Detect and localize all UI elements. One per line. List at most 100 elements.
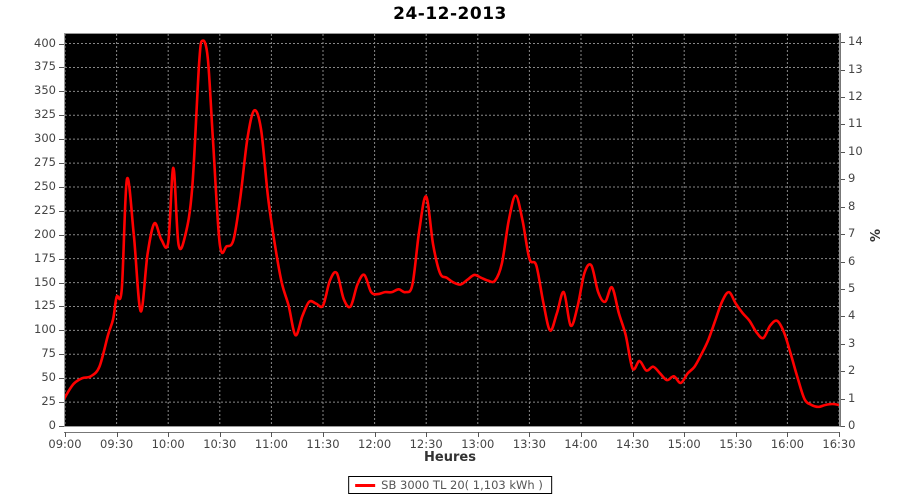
y-tick-mark: [59, 115, 64, 117]
x-tick-mark: [735, 432, 737, 437]
y-right-tick-label: 13: [848, 61, 863, 76]
x-tick-mark: [787, 432, 789, 437]
y-tick-mark: [59, 306, 64, 308]
y-tick-label: 75: [41, 346, 56, 361]
legend-entry-label: SB 3000 TL 20( 1,103 kWh ): [381, 478, 543, 492]
y-tick-mark: [59, 426, 64, 427]
y-tick-mark: [59, 43, 64, 45]
y-tick-mark: [59, 186, 64, 188]
y-tick-label: 350: [34, 83, 56, 98]
y-tick-label: 300: [34, 131, 56, 146]
y-right-tick-label: 8: [848, 198, 856, 213]
series-line-sb3000: [65, 39, 839, 409]
x-tick-label: 13:00: [461, 437, 495, 451]
x-tick-mark: [65, 432, 66, 437]
y-right-tick-mark: [840, 316, 845, 318]
y-right-tick-mark: [840, 42, 845, 44]
right-axis-spine: [840, 33, 841, 427]
x-tick-label: 11:30: [306, 437, 340, 451]
y-right-tick-mark: [840, 343, 845, 345]
x-tick-label: 12:30: [409, 437, 443, 451]
chart-legend: SB 3000 TL 20( 1,103 kWh ): [348, 476, 552, 494]
x-tick-label: 14:00: [564, 437, 598, 451]
y-tick-label: 25: [41, 394, 56, 409]
x-tick-label: 16:30: [822, 437, 856, 451]
y-right-tick-mark: [840, 398, 845, 400]
x-tick-mark: [426, 432, 428, 437]
y-right-tick-label: 14: [848, 34, 863, 49]
chart-title: 24-12-2013: [393, 4, 507, 24]
y-tick-mark: [59, 378, 64, 380]
x-tick-mark: [116, 432, 118, 437]
y-tick-label: 0: [48, 418, 56, 432]
y-tick-label: 325: [34, 107, 56, 122]
plot-area: [64, 33, 840, 427]
y-tick-mark: [59, 163, 64, 165]
y-axis-right-label: %: [869, 228, 885, 243]
x-tick-label: 11:00: [254, 437, 288, 451]
x-tick-label: 16:00: [770, 437, 804, 451]
y-tick-label: 250: [34, 178, 56, 193]
y-right-tick-label: 3: [848, 335, 856, 350]
y-tick-label: 225: [34, 202, 56, 217]
y-right-tick-mark: [840, 371, 845, 373]
y-tick-label: 125: [34, 298, 56, 313]
y-right-tick-mark: [840, 151, 845, 153]
y-right-tick-label: 0: [848, 418, 856, 432]
y-right-tick-label: 10: [848, 143, 863, 158]
gridlines: [65, 34, 839, 426]
y-tick-mark: [59, 210, 64, 212]
x-tick-mark: [271, 432, 273, 437]
y-right-tick-mark: [840, 261, 845, 263]
y-tick-mark: [59, 139, 64, 141]
y-tick-label: 175: [34, 250, 56, 265]
x-tick-mark: [529, 432, 531, 437]
y-right-tick-mark: [840, 234, 845, 236]
y-right-tick-mark: [840, 97, 845, 99]
legend-color-swatch: [355, 483, 376, 487]
y-tick-label: 100: [34, 322, 56, 337]
y-right-tick-label: 6: [848, 253, 856, 268]
y-tick-mark: [59, 402, 64, 404]
y-right-tick-label: 4: [848, 308, 856, 323]
y-tick-mark: [59, 234, 64, 236]
y-right-tick-label: 5: [848, 280, 856, 295]
y-right-tick-label: 9: [848, 171, 856, 186]
x-tick-mark: [219, 432, 221, 437]
x-tick-label: 15:00: [667, 437, 701, 451]
y-right-tick-label: 7: [848, 226, 856, 241]
x-tick-mark: [632, 432, 634, 437]
y-tick-mark: [59, 67, 64, 69]
y-tick-mark: [59, 282, 64, 284]
x-tick-mark: [581, 432, 582, 437]
y-right-tick-label: 1: [848, 390, 856, 405]
x-tick-mark: [323, 432, 324, 437]
y-right-tick-mark: [840, 124, 845, 126]
x-tick-label: 14:30: [616, 437, 650, 451]
y-tick-label: 275: [34, 155, 56, 170]
y-tick-label: 50: [41, 370, 56, 385]
x-tick-label: 09:30: [100, 437, 134, 451]
y-right-tick-mark: [840, 206, 845, 208]
x-axis-spine: [64, 432, 840, 433]
x-tick-mark: [374, 432, 376, 437]
y-right-tick-mark: [840, 426, 845, 427]
x-tick-mark: [477, 432, 479, 437]
y-tick-mark: [59, 354, 64, 356]
y-right-tick-mark: [840, 179, 845, 181]
y-right-tick-mark: [840, 288, 845, 290]
x-tick-label: 10:30: [203, 437, 237, 451]
x-tick-mark: [168, 432, 170, 437]
x-tick-label: 09:00: [48, 437, 82, 451]
x-tick-mark: [839, 432, 840, 437]
x-tick-label: 13:30: [512, 437, 546, 451]
x-tick-label: 10:00: [151, 437, 185, 451]
y-tick-label: 200: [34, 226, 56, 241]
y-right-tick-label: 2: [848, 363, 856, 378]
x-axis-label: Heures: [424, 450, 476, 465]
x-tick-label: 15:30: [719, 437, 753, 451]
y-tick-mark: [59, 91, 64, 93]
y-right-tick-label: 12: [848, 89, 863, 104]
y-tick-mark: [59, 330, 64, 332]
